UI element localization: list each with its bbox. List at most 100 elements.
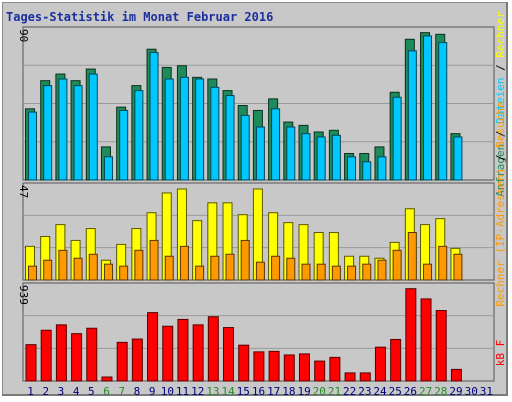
bar-top-dateien <box>103 156 113 181</box>
bar-bottom-kbf <box>314 360 326 382</box>
bar-bottom-kbf <box>71 333 83 382</box>
bar-middle-besuche <box>423 263 433 281</box>
bar-bottom-kbf <box>390 338 402 382</box>
bar-middle-besuche <box>255 261 265 281</box>
bar-bottom-kbf <box>283 354 295 382</box>
bar-middle-besuche <box>210 255 220 281</box>
y-max-label: 47 <box>17 185 30 198</box>
day-label: 19 <box>297 385 310 397</box>
chart-title: Tages-Statistik im Monat Februar 2016 <box>6 10 274 24</box>
day-label: 1 <box>27 385 34 397</box>
day-label: 18 <box>282 385 295 397</box>
bar-top-dateien <box>134 90 144 181</box>
bar-middle-besuche <box>179 245 189 281</box>
day-label: 28 <box>434 385 447 397</box>
day-label: 5 <box>88 385 95 397</box>
bar-middle-besuche <box>103 263 113 281</box>
bar-top-dateien <box>407 50 417 181</box>
day-label: 26 <box>404 385 417 397</box>
bar-middle-besuche <box>453 253 463 281</box>
bar-bottom-kbf <box>55 324 67 382</box>
bar-top-dateien <box>392 96 402 181</box>
bar-bottom-kbf <box>374 346 386 382</box>
bar-top-dateien <box>179 76 189 181</box>
bar-middle-besuche <box>286 257 296 281</box>
legend-middle: Rechner (IP-Adressen) / Besuche <box>494 101 507 306</box>
bar-bottom-kbf <box>101 376 113 382</box>
day-label: 11 <box>176 385 189 397</box>
bar-bottom-kbf <box>207 316 219 382</box>
day-label: 15 <box>237 385 250 397</box>
bar-top-dateien <box>149 52 159 181</box>
bar-middle-besuche <box>43 259 53 281</box>
bar-top-dateien <box>423 35 433 181</box>
bar-middle-besuche <box>377 259 387 281</box>
day-label: 23 <box>358 385 371 397</box>
bar-bottom-kbf <box>162 325 174 382</box>
bar-middle-besuche <box>28 265 37 281</box>
bar-middle-besuche <box>271 255 281 281</box>
bar-bottom-kbf <box>116 341 128 382</box>
bar-bottom-kbf <box>86 327 98 382</box>
day-label: 4 <box>73 385 80 397</box>
bar-top-dateien <box>271 108 281 181</box>
bar-middle-besuche <box>73 257 83 281</box>
bar-middle-besuche <box>58 249 68 281</box>
legend-top: Anfragen / Dateien / Rechner <box>494 11 507 197</box>
stats-window: Tages-Statistik im Monat Februar 2016 90… <box>2 2 508 397</box>
day-label: 17 <box>267 385 280 397</box>
bar-middle-besuche <box>301 263 311 281</box>
bar-bottom-kbf <box>40 329 52 382</box>
bar-middle-besuche <box>149 239 159 281</box>
bar-middle-besuche <box>438 245 448 281</box>
bar-middle-besuche <box>195 265 205 281</box>
bar-middle-besuche <box>362 263 372 281</box>
bar-top-dateien <box>43 85 53 181</box>
bar-bottom-kbf <box>131 338 143 382</box>
bar-bottom-kbf <box>223 327 235 382</box>
bar-bottom-kbf <box>192 324 204 382</box>
bar-top-dateien <box>73 85 83 181</box>
bar-middle-besuche <box>88 253 98 281</box>
y-max-label: 939 <box>17 285 30 305</box>
day-label: 24 <box>373 385 387 397</box>
day-label: 22 <box>343 385 356 397</box>
bar-top-dateien <box>164 78 174 181</box>
day-label: 21 <box>328 385 341 397</box>
bar-top-dateien <box>58 78 68 181</box>
day-label: 3 <box>58 385 65 397</box>
bar-middle-besuche <box>392 249 402 281</box>
bar-bottom-kbf <box>405 288 417 382</box>
bar-top-dateien <box>119 109 129 181</box>
bar-middle-besuche <box>164 255 174 281</box>
day-label: 8 <box>134 385 141 397</box>
bar-top-dateien <box>225 95 235 181</box>
bar-middle-besuche <box>331 265 341 281</box>
bar-bottom-kbf <box>268 350 280 382</box>
day-label: 6 <box>103 385 110 397</box>
bar-top-dateien <box>331 134 341 181</box>
bar-top-dateien <box>377 156 387 181</box>
bar-bottom-kbf <box>238 344 250 382</box>
bar-bottom-kbf <box>253 351 265 382</box>
bar-top-dateien <box>210 86 220 181</box>
bar-bottom-kbf <box>420 298 432 382</box>
bar-bottom-kbf <box>25 344 37 382</box>
bar-bottom-kbf <box>344 372 356 382</box>
bar-middle-besuche <box>407 232 417 281</box>
day-label: 25 <box>389 385 402 397</box>
day-label: 7 <box>118 385 125 397</box>
bar-middle-besuche <box>347 265 357 281</box>
bar-top-dateien <box>255 126 265 181</box>
day-label: 2 <box>42 385 49 397</box>
bar-bottom-kbf <box>298 353 310 382</box>
bar-bottom-kbf <box>359 372 371 382</box>
bar-bottom-kbf <box>329 356 341 382</box>
day-label: 30 <box>465 385 478 397</box>
bar-top-dateien <box>301 133 311 181</box>
bar-bottom-kbf <box>147 312 159 382</box>
day-label: 10 <box>161 385 174 397</box>
bar-top-dateien <box>438 42 448 181</box>
day-label: 12 <box>191 385 204 397</box>
day-label: 29 <box>449 385 462 397</box>
